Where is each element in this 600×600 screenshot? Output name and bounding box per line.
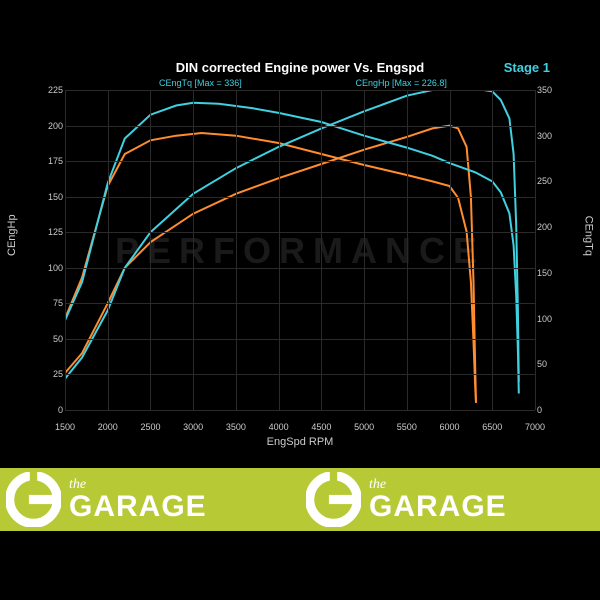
footer-tile-2: the GARAGE — [300, 468, 600, 531]
dyno-chart: DIN corrected Engine power Vs. Engspd St… — [20, 80, 580, 460]
footer-tile-1: the GARAGE — [0, 468, 300, 531]
ytick-right: 50 — [537, 359, 555, 369]
ytick-right: 0 — [537, 405, 555, 415]
xtick: 6500 — [478, 422, 506, 432]
chart-title: DIN corrected Engine power Vs. Engspd — [20, 60, 580, 75]
xtick: 2000 — [94, 422, 122, 432]
xtick: 4000 — [265, 422, 293, 432]
ytick-left: 225 — [45, 85, 63, 95]
curve-annotation: CEngHp [Max = 226.8] — [356, 78, 447, 88]
xtick: 7000 — [521, 422, 549, 432]
ytick-left: 50 — [45, 334, 63, 344]
series-hp_tuned — [65, 90, 519, 382]
ytick-right: 250 — [537, 176, 555, 186]
ytick-right: 300 — [537, 131, 555, 141]
xtick: 3000 — [179, 422, 207, 432]
ytick-right: 150 — [537, 268, 555, 278]
plot-svg — [65, 90, 535, 410]
ytick-left: 150 — [45, 192, 63, 202]
ytick-right: 350 — [537, 85, 555, 95]
wrench-icon — [6, 472, 61, 527]
ytick-right: 200 — [537, 222, 555, 232]
garage-text: GARAGE — [69, 492, 207, 522]
x-axis-label: EngSpd RPM — [20, 436, 580, 448]
ytick-right: 100 — [537, 314, 555, 324]
xtick: 5500 — [393, 422, 421, 432]
y-axis-label-right: CEngTq — [582, 216, 594, 256]
stage-label: Stage 1 — [504, 60, 550, 75]
ytick-left: 75 — [45, 298, 63, 308]
curve-annotation: CEngTq [Max = 336] — [159, 78, 242, 88]
wrench-icon — [306, 472, 361, 527]
garage-logo-text: the GARAGE — [69, 478, 207, 522]
ytick-left: 25 — [45, 369, 63, 379]
ytick-left: 125 — [45, 227, 63, 237]
ytick-left: 175 — [45, 156, 63, 166]
xtick: 2500 — [136, 422, 164, 432]
y-axis-label-left: CEngHp — [6, 214, 18, 256]
garage-logo-text: the GARAGE — [369, 478, 507, 522]
garage-text: GARAGE — [369, 492, 507, 522]
xtick: 4500 — [307, 422, 335, 432]
xtick: 1500 — [51, 422, 79, 432]
xtick: 6000 — [436, 422, 464, 432]
ytick-left: 0 — [45, 405, 63, 415]
xtick: 5000 — [350, 422, 378, 432]
plot-area: PERFORMANCE CEngTq [Max = 336]CEngHp [Ma… — [65, 90, 535, 410]
xtick: 3500 — [222, 422, 250, 432]
ytick-left: 200 — [45, 121, 63, 131]
ytick-left: 100 — [45, 263, 63, 273]
